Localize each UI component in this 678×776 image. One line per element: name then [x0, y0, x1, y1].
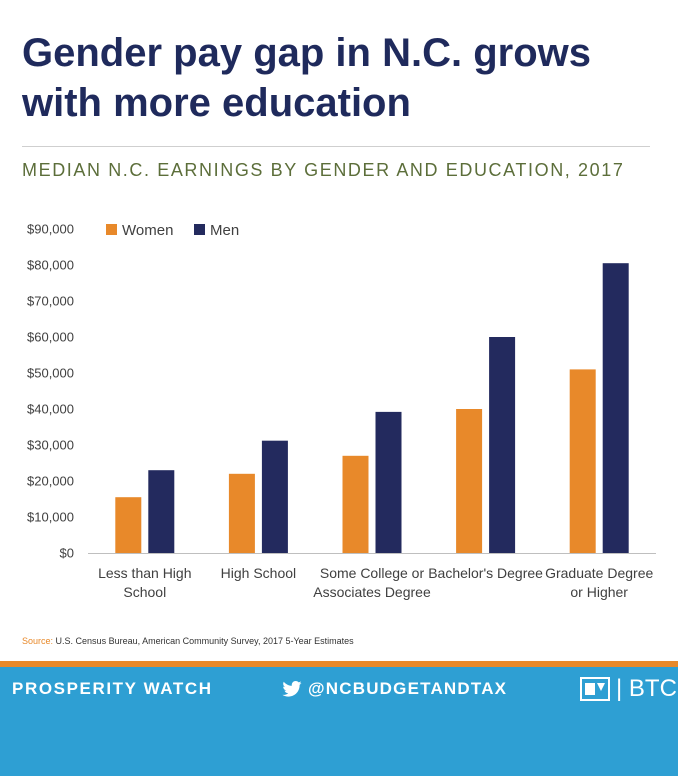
bar-women: [228, 473, 255, 553]
x-tick-label: High School: [221, 565, 297, 581]
y-tick-label: $30,000: [27, 438, 74, 453]
y-tick-label: $60,000: [27, 330, 74, 345]
x-tick-label: Less than High: [98, 565, 191, 581]
twitter-icon: [282, 681, 302, 697]
bar-men: [489, 337, 516, 553]
y-tick-label: $90,000: [27, 222, 74, 237]
source-label: Source:: [22, 636, 54, 646]
chart-title: Gender pay gap in N.C. grows with more e…: [22, 31, 591, 125]
bar-men: [261, 440, 288, 553]
y-tick-label: $0: [60, 546, 74, 561]
y-tick-label: $50,000: [27, 366, 74, 381]
source-text: U.S. Census Bureau, American Community S…: [55, 636, 354, 646]
btc-brand: | BTC: [580, 675, 677, 703]
bar-women: [456, 409, 483, 553]
bar-men: [148, 470, 175, 553]
x-tick-label: Associates Degree: [313, 584, 431, 600]
chart-subtitle: MEDIAN N.C. EARNINGS BY GENDER AND EDUCA…: [22, 160, 625, 180]
bar-men: [375, 411, 402, 553]
title-divider: [22, 146, 650, 147]
bar-women: [342, 455, 369, 553]
x-tick-label: or Higher: [570, 584, 628, 600]
accent-strip: [0, 661, 678, 667]
footer-twitter-handle[interactable]: @NCBUDGETANDTAX: [282, 679, 507, 699]
y-tick-label: $80,000: [27, 258, 74, 273]
source-note: Source: U.S. Census Bureau, American Com…: [22, 636, 354, 646]
y-tick-label: $20,000: [27, 474, 74, 489]
footer-prosperity-watch: PROSPERITY WATCH: [12, 679, 213, 698]
bar-women: [115, 497, 142, 553]
y-tick-label: $10,000: [27, 510, 74, 525]
x-tick-label: School: [123, 584, 166, 600]
x-tick-label: Graduate Degree: [545, 565, 653, 581]
legend-label-women: Women: [122, 222, 173, 239]
legend-swatch-women: [106, 224, 117, 235]
bar-women: [569, 369, 596, 553]
x-tick-label: Bachelor's Degree: [428, 565, 543, 581]
y-tick-label: $40,000: [27, 402, 74, 417]
x-tick-label: Some College or: [320, 565, 425, 581]
bar-chart: $0 $10,000 $20,000 $30,000 $40,000 $50,000 $60…: [27, 222, 656, 600]
legend-label-men: Men: [210, 222, 239, 239]
twitter-handle-text: @NCBUDGETANDTAX: [308, 679, 508, 698]
footer-banner: PROSPERITY WATCH @NCBUDGETANDTAX | BTC: [0, 667, 678, 776]
btc-logo-icon: [580, 677, 610, 701]
bar-men: [602, 263, 629, 553]
y-tick-label: $70,000: [27, 294, 74, 309]
btc-brand-text: | BTC: [616, 675, 677, 702]
legend-swatch-men: [194, 224, 205, 235]
